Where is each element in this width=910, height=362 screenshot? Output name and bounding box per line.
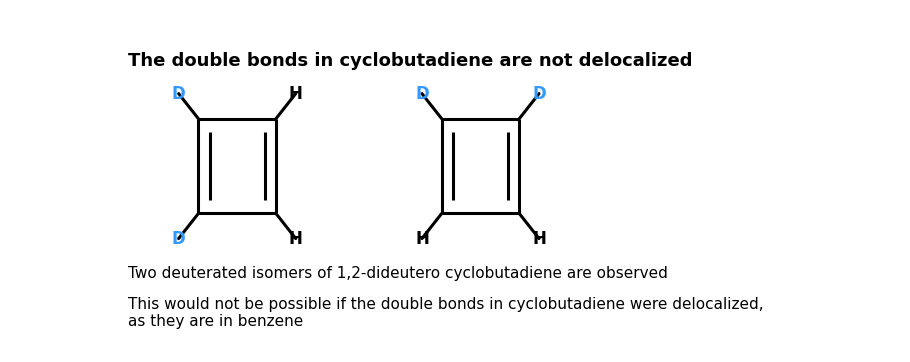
Text: H: H: [532, 230, 546, 248]
Text: The double bonds in cyclobutadiene are not delocalized: The double bonds in cyclobutadiene are n…: [127, 52, 693, 70]
Text: D: D: [172, 230, 186, 248]
Text: D: D: [172, 85, 186, 102]
Text: D: D: [415, 85, 429, 102]
Text: H: H: [288, 230, 303, 248]
Text: H: H: [415, 230, 429, 248]
Text: H: H: [288, 85, 303, 102]
Text: This would not be possible if the double bonds in cyclobutadiene were delocalize: This would not be possible if the double…: [127, 297, 763, 329]
Text: Two deuterated isomers of 1,2-dideutero cyclobutadiene are observed: Two deuterated isomers of 1,2-dideutero …: [127, 266, 668, 281]
Text: D: D: [532, 85, 546, 102]
